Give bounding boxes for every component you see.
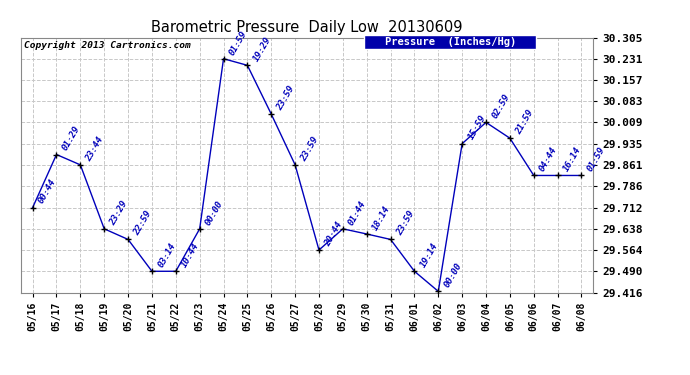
Text: 01:44: 01:44 xyxy=(347,199,368,226)
Text: 00:00: 00:00 xyxy=(204,199,225,226)
Text: 01:29: 01:29 xyxy=(61,124,82,152)
Text: 20:44: 20:44 xyxy=(323,220,344,248)
Text: 19:14: 19:14 xyxy=(419,242,440,269)
Text: 23:59: 23:59 xyxy=(299,135,321,163)
Text: 23:59: 23:59 xyxy=(275,84,297,112)
Text: 16:14: 16:14 xyxy=(562,146,583,173)
Text: Copyright 2013 Cartronics.com: Copyright 2013 Cartronics.com xyxy=(23,41,190,50)
Text: 23:44: 23:44 xyxy=(84,135,106,163)
Text: 01:59: 01:59 xyxy=(586,146,607,173)
Title: Barometric Pressure  Daily Low  20130609: Barometric Pressure Daily Low 20130609 xyxy=(151,20,463,35)
Text: 19:29: 19:29 xyxy=(252,35,273,63)
Text: 10:44: 10:44 xyxy=(180,242,201,269)
Text: 01:59: 01:59 xyxy=(228,29,249,57)
Text: 02:59: 02:59 xyxy=(490,93,511,120)
Text: 18:14: 18:14 xyxy=(371,204,392,232)
Text: 04:44: 04:44 xyxy=(538,146,559,173)
Text: 21:59: 21:59 xyxy=(514,108,535,136)
Text: 03:14: 03:14 xyxy=(156,242,177,269)
Text: 23:29: 23:29 xyxy=(108,199,130,226)
Text: 00:00: 00:00 xyxy=(442,261,464,289)
Text: 22:59: 22:59 xyxy=(132,210,153,237)
Text: 23:59: 23:59 xyxy=(395,210,416,237)
Text: 15:59: 15:59 xyxy=(466,114,488,141)
Text: 00:44: 00:44 xyxy=(37,178,58,206)
